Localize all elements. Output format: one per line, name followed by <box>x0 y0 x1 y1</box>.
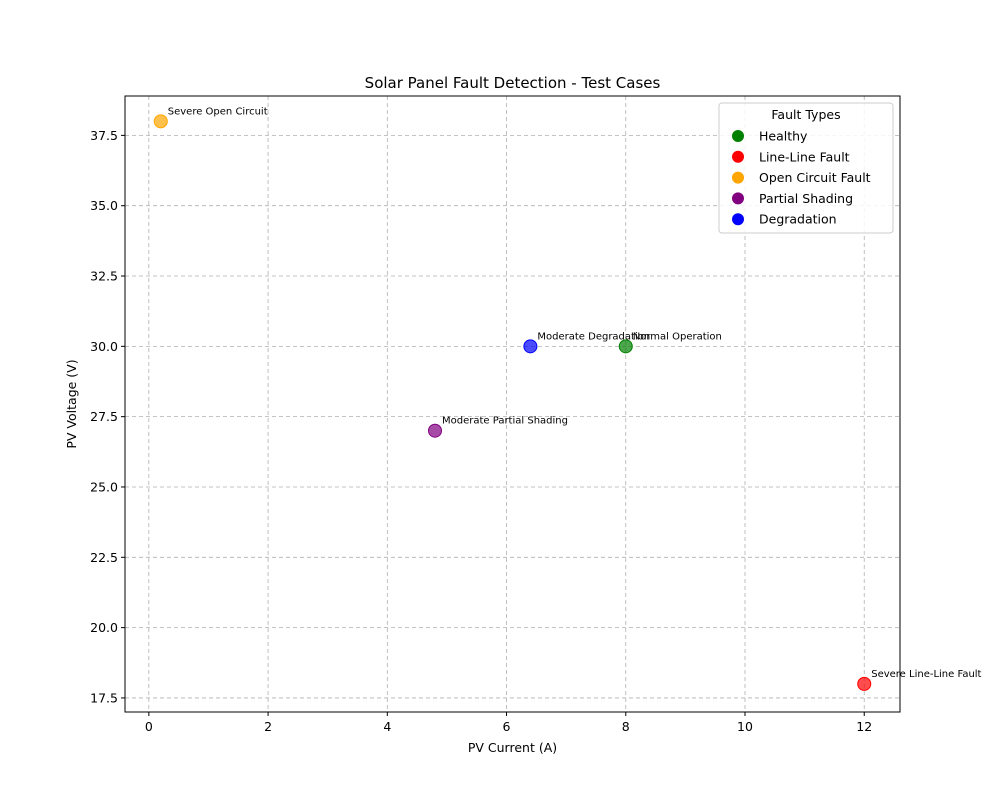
y-tick-label: 30.0 <box>90 339 118 354</box>
x-tick-label: 10 <box>737 719 753 734</box>
data-points <box>153 114 872 691</box>
legend: Fault Types Healthy Line-Line Fault Open Ci… <box>718 102 894 234</box>
legend-entry-label: Healthy <box>759 129 808 144</box>
x-tick-label: 2 <box>264 719 272 734</box>
legend-entry-label: Degradation <box>759 212 837 227</box>
legend-marker <box>732 213 744 226</box>
point-annotation: Moderate Partial Shading <box>442 416 568 427</box>
y-tick-label: 22.5 <box>90 550 118 565</box>
x-tick-label: 4 <box>383 719 391 734</box>
point-annotation: Severe Line-Line Fault <box>871 669 981 680</box>
y-tick-label: 27.5 <box>90 409 118 424</box>
legend-entry-label: Partial Shading <box>759 191 853 206</box>
legend-entry-label: Open Circuit Fault <box>759 170 871 185</box>
legend-title: Fault Types <box>771 107 840 122</box>
point-annotation: Severe Open Circuit <box>168 106 268 117</box>
legend-marker <box>732 171 744 184</box>
y-tick-label: 20.0 <box>90 620 118 635</box>
data-point <box>618 339 633 354</box>
point-annotation: Normal Operation <box>633 331 722 342</box>
plot-area-frame <box>124 95 901 713</box>
x-tick-label: 12 <box>856 719 872 734</box>
x-tick-label: 0 <box>145 719 153 734</box>
point-annotation: Moderate Degradation <box>537 331 650 342</box>
x-tick-label: 8 <box>622 719 630 734</box>
axis-ticks: 0 2 4 6 8 10 12 17.5 20.0 22.5 25.0 27.5 30.0 32.5 35.… <box>90 128 872 734</box>
x-tick-label: 6 <box>503 719 511 734</box>
legend-marker <box>732 130 744 142</box>
legend-marker <box>732 192 744 205</box>
legend-marker <box>732 150 744 163</box>
y-axis-label: PV Voltage (V) <box>64 359 79 448</box>
y-tick-label: 35.0 <box>90 198 118 213</box>
data-point <box>857 676 872 691</box>
data-point <box>153 114 168 129</box>
y-tick-label: 25.0 <box>90 479 118 494</box>
y-tick-label: 37.5 <box>90 128 118 143</box>
point-annotations: Normal Operation Severe Line-Line Fault Se… <box>168 106 982 680</box>
y-tick-label: 17.5 <box>90 690 118 705</box>
data-point <box>523 339 538 354</box>
legend-frame <box>718 102 894 234</box>
legend-entry-label: Line-Line Fault <box>759 149 850 164</box>
y-tick-label: 32.5 <box>90 269 118 284</box>
data-point <box>428 423 442 438</box>
x-axis-label: PV Current (A) <box>468 740 557 755</box>
chart-title: Solar Panel Fault Detection - Test Cases <box>365 74 661 92</box>
